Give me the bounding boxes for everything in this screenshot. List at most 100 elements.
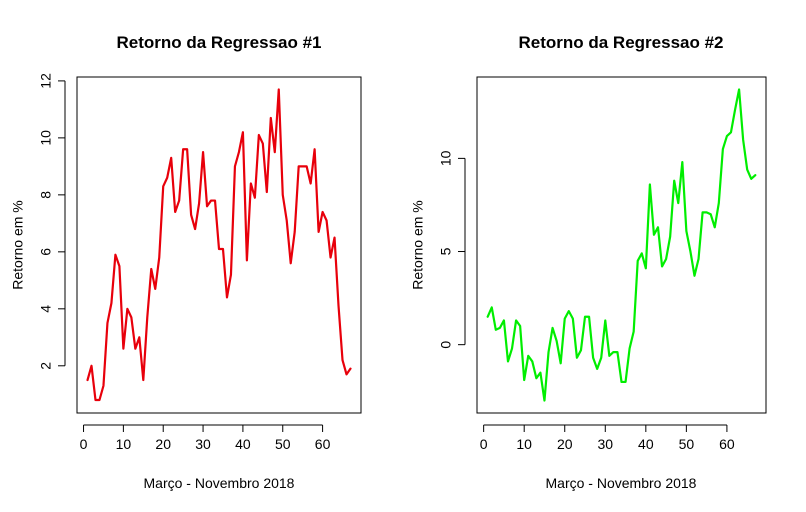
- y-tick-label: 4: [38, 305, 54, 313]
- data-point: [186, 148, 188, 150]
- data-point: [491, 306, 493, 308]
- data-point: [693, 275, 695, 277]
- data-point: [298, 165, 300, 167]
- data-point: [150, 268, 152, 270]
- x-tick-label: 40: [638, 436, 654, 452]
- data-point: [142, 379, 144, 381]
- data-point: [641, 252, 643, 254]
- data-point: [702, 211, 704, 213]
- data-point: [633, 331, 635, 333]
- data-point: [616, 351, 618, 353]
- data-point: [596, 368, 598, 370]
- x-tick-label: 0: [80, 436, 88, 452]
- data-point: [322, 211, 324, 213]
- data-point: [106, 322, 108, 324]
- data-point: [122, 348, 124, 350]
- data-point: [318, 231, 320, 233]
- data-point: [91, 365, 93, 367]
- data-point: [214, 200, 216, 202]
- data-point: [334, 237, 336, 239]
- data-point: [600, 357, 602, 359]
- x-tick-label: 60: [719, 436, 735, 452]
- data-point: [730, 131, 732, 133]
- data-point: [87, 379, 89, 381]
- data-point: [242, 131, 244, 133]
- data-point: [94, 399, 96, 401]
- data-point: [130, 316, 132, 318]
- data-point: [118, 265, 120, 267]
- data-point: [637, 260, 639, 262]
- data-point: [326, 220, 328, 222]
- data-point: [503, 319, 505, 321]
- data-point: [523, 379, 525, 381]
- data-point: [572, 318, 574, 320]
- data-point: [194, 228, 196, 230]
- data-point: [568, 310, 570, 312]
- data-point: [306, 165, 308, 167]
- data-point: [698, 258, 700, 260]
- data-point: [746, 169, 748, 171]
- data-point: [754, 174, 756, 176]
- x-tick-label: 10: [516, 436, 532, 452]
- data-point: [584, 316, 586, 318]
- data-point: [134, 348, 136, 350]
- data-point: [718, 202, 720, 204]
- series-line-1: [86, 88, 352, 402]
- x-tick-label: 30: [597, 436, 613, 452]
- data-point: [625, 381, 627, 383]
- x-tick-label: 20: [557, 436, 573, 452]
- data-point: [138, 336, 140, 338]
- data-point: [543, 400, 545, 402]
- data-point: [226, 296, 228, 298]
- data-point: [198, 202, 200, 204]
- data-point: [238, 151, 240, 153]
- data-point: [270, 117, 272, 119]
- data-point: [170, 157, 172, 159]
- data-point: [314, 148, 316, 150]
- data-point: [210, 200, 212, 202]
- data-point: [722, 148, 724, 150]
- data-point: [190, 214, 192, 216]
- data-point: [564, 318, 566, 320]
- data-point: [206, 205, 208, 207]
- y-tick-label: 0: [438, 341, 454, 349]
- y-tick-label: 5: [438, 247, 454, 255]
- data-point: [146, 316, 148, 318]
- x-tick-label: 60: [315, 436, 331, 452]
- y-tick-label: 10: [38, 130, 54, 146]
- data-point: [519, 325, 521, 327]
- x-axis-label: Março - Novembro 2018: [144, 475, 295, 491]
- data-point: [250, 182, 252, 184]
- data-point: [689, 251, 691, 253]
- data-point: [580, 349, 582, 351]
- data-point: [507, 360, 509, 362]
- data-point: [604, 319, 606, 321]
- data-point: [290, 262, 292, 264]
- data-point: [282, 194, 284, 196]
- data-point: [552, 327, 554, 329]
- data-point: [495, 329, 497, 331]
- data-point: [556, 340, 558, 342]
- data-point: [531, 360, 533, 362]
- plot-frame: [76, 76, 362, 414]
- data-point: [629, 347, 631, 349]
- data-point: [154, 288, 156, 290]
- x-tick-label: 30: [195, 436, 211, 452]
- x-tick-label: 50: [679, 436, 695, 452]
- data-point: [669, 236, 671, 238]
- data-point: [342, 359, 344, 361]
- y-tick-label: 12: [38, 73, 54, 89]
- data-point: [612, 351, 614, 353]
- data-point: [685, 230, 687, 232]
- y-axis-label: Retorno em %: [10, 200, 26, 289]
- y-axis-label: Retorno em %: [410, 200, 426, 289]
- data-point: [102, 385, 104, 387]
- data-point: [246, 259, 248, 261]
- data-point: [98, 399, 100, 401]
- series-line-1: [486, 88, 757, 402]
- data-point: [349, 368, 351, 370]
- x-tick-label: 50: [275, 436, 291, 452]
- data-point: [588, 316, 590, 318]
- data-point: [665, 258, 667, 260]
- data-point: [254, 197, 256, 199]
